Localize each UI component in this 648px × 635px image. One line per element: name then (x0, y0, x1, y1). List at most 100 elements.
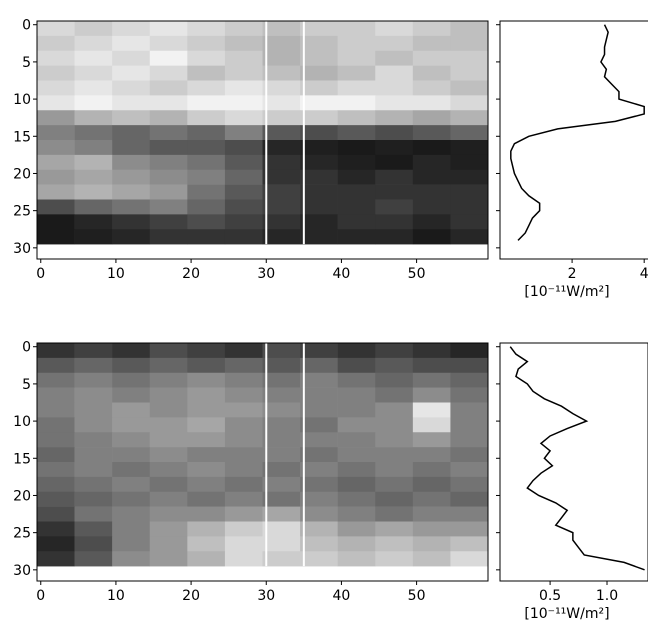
heat-cell (112, 110, 151, 126)
heat-cell (262, 214, 301, 230)
heat-cell (412, 343, 451, 359)
heat-cell (450, 447, 489, 463)
heat-cell (337, 125, 376, 141)
heat-cell (262, 536, 301, 552)
heat-cell (412, 536, 451, 552)
y-tick-label: 5 (22, 377, 31, 393)
heat-cell (112, 184, 151, 200)
heat-cell (74, 372, 113, 388)
heat-cell (337, 169, 376, 185)
y-tick-label: 30 (13, 563, 31, 579)
heat-cell (262, 154, 301, 171)
heat-cell (112, 35, 151, 52)
heat-cell (112, 387, 151, 403)
heat-cell (37, 80, 75, 96)
heat-cell (74, 169, 113, 185)
x-tick-label: 30 (257, 266, 275, 282)
heat-cell (187, 125, 226, 141)
heat-cell (74, 184, 113, 200)
y-tick-label: 0 (22, 18, 31, 34)
heat-cell (37, 402, 75, 418)
heat-cell (37, 50, 75, 66)
heat-cell (375, 491, 414, 507)
heat-cell (224, 50, 263, 66)
heat-cell (74, 357, 113, 374)
heat-cell (37, 35, 75, 52)
heat-cell (300, 154, 338, 171)
x-tick-label: 40 (333, 266, 351, 282)
heat-cell (375, 35, 414, 52)
heat-cell (300, 536, 338, 552)
heat-cell (187, 154, 226, 171)
y-tick-label: 10 (13, 414, 31, 430)
heat-cell (37, 214, 75, 230)
heat-cell (74, 551, 113, 567)
heat-cell (74, 65, 113, 81)
heat-cell (450, 65, 489, 81)
heat-cell (262, 199, 301, 215)
heat-cell (337, 35, 376, 52)
y-tick-label: 20 (13, 488, 31, 504)
heat-cell (149, 140, 188, 156)
heat-cell (224, 521, 263, 537)
heat-cell (37, 357, 75, 374)
heat-cell (337, 521, 376, 537)
heat-cell (412, 154, 451, 171)
heat-cell (187, 214, 226, 230)
heat-cell (112, 169, 151, 185)
heat-cell (337, 184, 376, 200)
heat-cell (450, 521, 489, 537)
heat-cell (300, 229, 338, 245)
heat-cell (224, 199, 263, 215)
heat-cell (37, 387, 75, 403)
heat-cell (74, 80, 113, 96)
heat-cell (450, 21, 489, 37)
heat-cell (74, 214, 113, 230)
heat-cell (412, 80, 451, 96)
heat-cell (112, 536, 151, 552)
heat-cell (337, 402, 376, 418)
heat-cell (300, 447, 338, 463)
heat-cell (412, 417, 451, 433)
heat-cell (74, 462, 113, 478)
heat-cell (300, 521, 338, 537)
heat-cell (412, 125, 451, 141)
heat-cell (224, 110, 263, 126)
heat-cell (37, 65, 75, 81)
heat-cell (450, 35, 489, 52)
x-tick-label: 4 (640, 266, 648, 282)
heat-cell (187, 21, 226, 37)
heat-cell (37, 372, 75, 388)
heat-cell (262, 491, 301, 507)
heat-cell (37, 110, 75, 126)
heat-cell (412, 491, 451, 507)
heat-cell (149, 229, 188, 245)
heat-cell (375, 462, 414, 478)
heat-cell (412, 521, 451, 537)
heat-cell (300, 21, 338, 37)
heat-cell (412, 214, 451, 230)
heat-cell (337, 229, 376, 245)
heat-cell (224, 536, 263, 552)
heat-cell (37, 154, 75, 171)
heat-cell (112, 417, 151, 433)
y-tick-label: 25 (13, 204, 31, 220)
heat-cell (149, 476, 188, 493)
heat-cell (74, 50, 113, 66)
heat-cell (224, 65, 263, 81)
heat-cell (450, 343, 489, 359)
heat-cell (74, 536, 113, 552)
heat-cell (149, 506, 188, 522)
heat-cell (224, 229, 263, 245)
heat-cell (37, 417, 75, 433)
heat-cell (74, 199, 113, 215)
heat-cell (375, 80, 414, 96)
heat-cell (262, 357, 301, 374)
x-tick-label: 10 (107, 266, 125, 282)
heat-cell (149, 402, 188, 418)
axes-frame (36, 342, 489, 582)
heat-cell (375, 506, 414, 522)
x-tick-label: 10 (107, 588, 125, 604)
heat-cell (37, 199, 75, 215)
heat-cell (412, 387, 451, 403)
